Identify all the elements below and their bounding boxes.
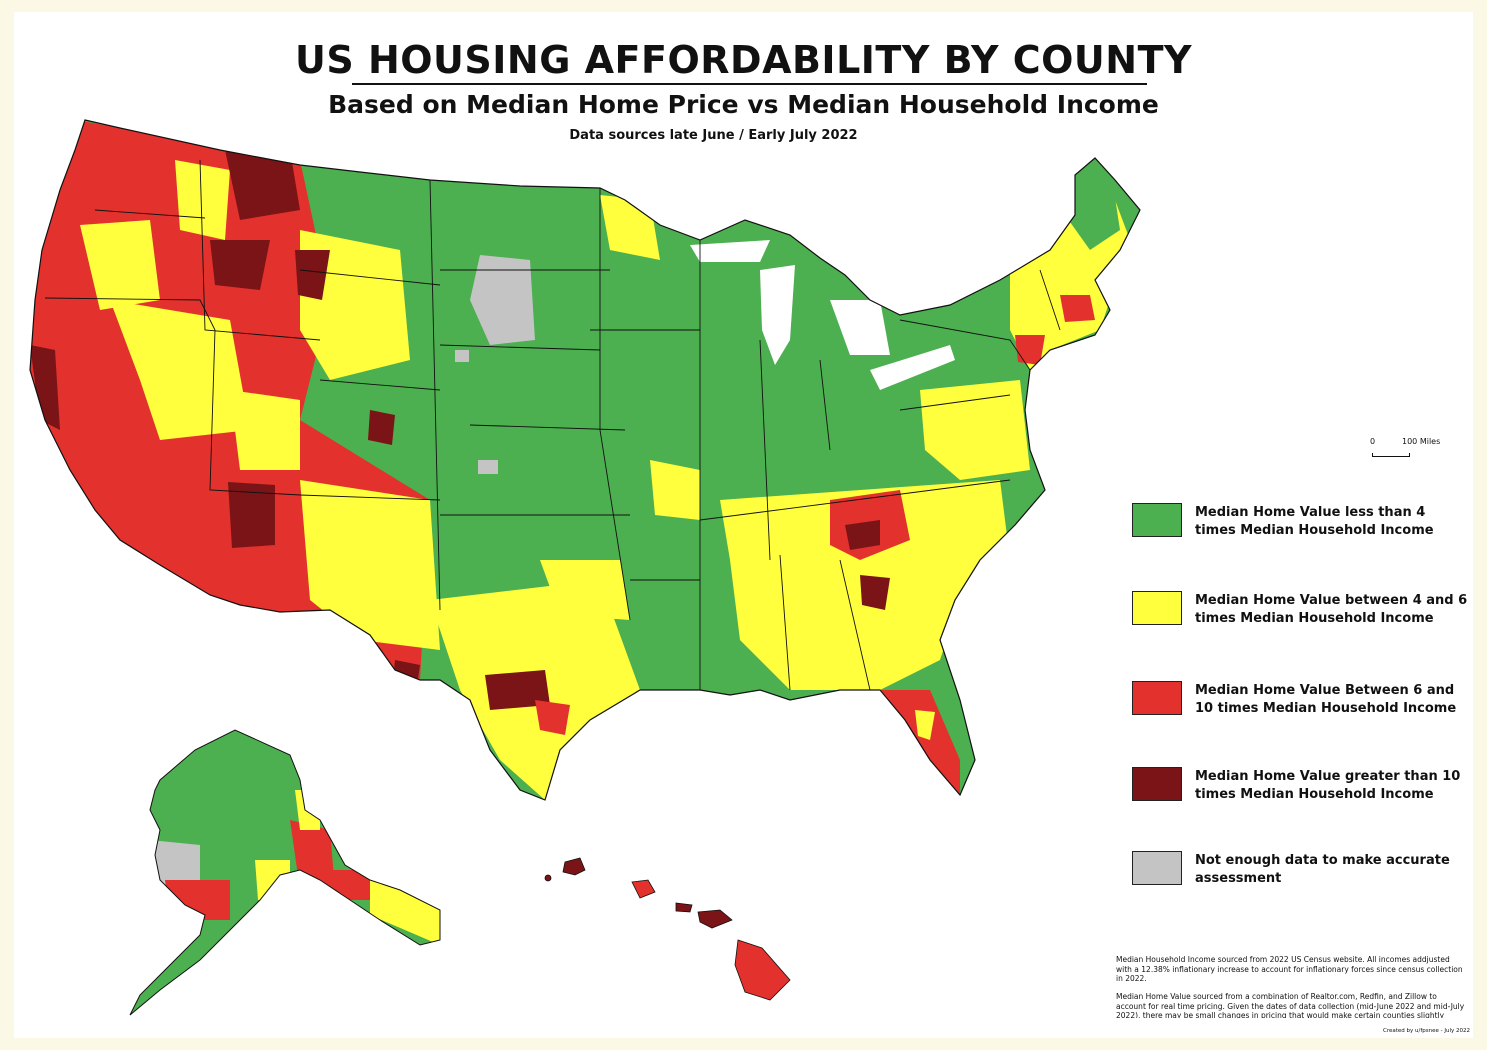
legend-label-darkred: Median Home Value greater than 10 times …	[1195, 769, 1461, 802]
region-montana-green	[320, 160, 385, 240]
lake-superior	[690, 240, 770, 262]
border-ms-al	[779, 554, 791, 691]
region-colorado-darkred	[368, 410, 395, 445]
alaska-fill	[130, 730, 440, 1015]
region-maine-green	[1065, 160, 1120, 250]
legend-item-gray: Not enough data to make accurate assessm…	[1130, 848, 1470, 888]
hawaii-niihau	[544, 874, 552, 882]
region-atlanta-darkred	[860, 575, 890, 610]
region-indiana-green	[760, 380, 800, 440]
border-id-east	[199, 159, 321, 341]
region-wyoming-yellow	[300, 230, 410, 380]
scale-bar-line	[1372, 453, 1410, 457]
lake-erie	[870, 345, 955, 390]
map-title: US HOUSING AFFORDABILITY BY COUNTY	[294, 38, 1193, 82]
region-austin-darkred	[485, 670, 550, 710]
region-oklahoma-yellow	[540, 560, 630, 620]
legend-label-red: Median Home Value Between 6 and 10 times…	[1195, 683, 1457, 716]
legend-swatch-darkred	[1132, 767, 1182, 801]
border-wa-or	[94, 209, 206, 219]
conus-outline	[29, 119, 1141, 801]
hawaii-big-island	[734, 939, 791, 1001]
region-houston-red	[535, 700, 570, 735]
region-florida-yellow	[915, 710, 935, 740]
legend-item-yellow: Median Home Value between 4 and 6 times …	[1130, 588, 1470, 628]
border-pa-md	[899, 394, 1011, 411]
state-borders	[44, 159, 1061, 691]
alaska-southwest-red	[165, 880, 230, 920]
border-al-ga	[839, 559, 871, 691]
legend-swatch-red	[1132, 681, 1182, 715]
border-in-oh	[819, 359, 831, 451]
legend-swatch-green	[1132, 503, 1182, 537]
hawaii-kauai	[562, 857, 586, 876]
scale-zero-label: 0	[1370, 437, 1376, 446]
title-underline	[352, 83, 1147, 85]
border-vt-nh	[1039, 269, 1061, 331]
region-jackson-darkred	[295, 250, 330, 300]
region-dakota-gray	[470, 255, 535, 345]
legend-item-red: Median Home Value Between 6 and 10 times…	[1130, 678, 1470, 718]
border-or-ca	[44, 297, 216, 331]
data-sources-line: Data sources late June / Early July 2022	[569, 128, 858, 143]
border-mt-wy	[299, 269, 441, 286]
region-nyc-red	[1015, 335, 1045, 365]
legend-label-yellow: Median Home Value between 4 and 6 times …	[1195, 593, 1468, 626]
region-kansas-gray	[478, 460, 498, 474]
hawaii-oahu	[631, 879, 656, 899]
region-nebraska-gray	[455, 350, 469, 362]
legend-item-darkred: Median Home Value greater than 10 times …	[1130, 764, 1470, 804]
hawaii-maui	[697, 909, 733, 929]
credit-line: Created by u/fpsnee - July 2022	[1383, 1028, 1471, 1034]
region-tennessee-darkred	[845, 520, 880, 550]
border-co-nm	[299, 494, 441, 501]
border-tn-ky	[699, 479, 1011, 521]
legend-label-green: Median Home Value less than 4 times Medi…	[1195, 505, 1434, 538]
scale-end-label: 100 Miles	[1402, 437, 1441, 446]
alaska-valdez-red	[330, 870, 375, 900]
income-source-note: Median Household Income sourced from 202…	[1116, 955, 1463, 983]
alaska-anchorage-red	[290, 820, 335, 890]
region-virginia-yellow	[920, 380, 1030, 480]
region-idaho-darkred	[210, 240, 270, 290]
legend-item-green: Median Home Value less than 4 times Medi…	[1130, 500, 1470, 540]
border-mn-ia-mo	[599, 188, 631, 621]
lake-huron	[830, 300, 890, 355]
alaska-panhandle-yellow	[370, 870, 440, 945]
legend-swatch-yellow	[1132, 591, 1182, 625]
legend-label-gray: Not enough data to make accurate assessm…	[1195, 853, 1450, 886]
lake-michigan	[760, 265, 795, 365]
border-wy-co	[319, 379, 441, 391]
alaska-peninsula-green	[200, 925, 230, 955]
region-boston-red	[1060, 295, 1095, 322]
region-nevada-darkred	[228, 482, 275, 548]
border-il-in	[759, 339, 771, 561]
border-nv-ut	[209, 329, 301, 496]
region-montana-darkred	[225, 150, 300, 220]
hawaii	[544, 857, 791, 1001]
alaska-outline	[129, 729, 441, 1016]
border-great-plains-west	[429, 179, 441, 611]
region-bay-area-darkred	[30, 345, 60, 430]
border-pa-ny	[899, 319, 1031, 371]
region-elpaso-darkred	[392, 660, 420, 700]
legend-swatch-gray	[1132, 851, 1182, 885]
alaska-kenai-yellow	[255, 860, 290, 900]
region-washington-yellow	[175, 160, 230, 240]
home-value-source-note: Median Home Value sourced from a combina…	[1116, 992, 1465, 1018]
border-sd-ne	[439, 344, 601, 351]
region-newmexico-yellow	[300, 480, 440, 650]
region-missouri-yellow	[650, 460, 700, 520]
scale-bar: 0 100 Miles	[1368, 437, 1448, 461]
border-ne-ks	[469, 424, 626, 431]
map-subtitle: Based on Median Home Price vs Median Hou…	[328, 90, 1159, 119]
hawaii-molokai	[675, 902, 693, 913]
region-oregon-yellow	[80, 220, 160, 310]
region-utah-yellow	[230, 390, 300, 470]
